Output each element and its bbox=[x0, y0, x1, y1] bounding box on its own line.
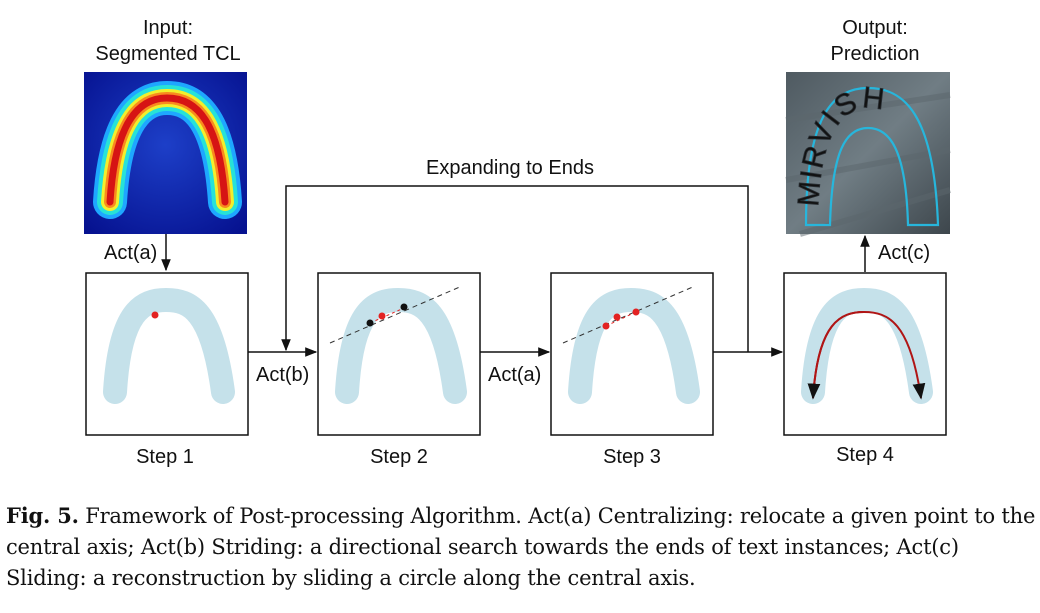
step-2-label: Step 2 bbox=[370, 446, 428, 468]
act-a-label-top: Act(a) bbox=[104, 242, 157, 264]
caption-figure-number: Fig. 5. bbox=[6, 503, 79, 528]
step-2-center-point bbox=[378, 312, 386, 320]
output-prediction-image: MIRVISH bbox=[785, 72, 951, 237]
step-2-edge-point-left bbox=[366, 319, 374, 327]
step-2-tcl-region bbox=[335, 287, 467, 404]
step-4-label: Step 4 bbox=[836, 444, 894, 466]
output-title-line1: Output: bbox=[842, 17, 908, 39]
figure-caption: Fig. 5. Framework of Post-processing Alg… bbox=[6, 500, 1036, 594]
step-3-point-c bbox=[632, 308, 640, 316]
step-4-tcl-region bbox=[801, 287, 933, 404]
step-3-point-a bbox=[602, 322, 610, 330]
segmented-tcl-heatmap bbox=[84, 72, 247, 234]
step-3-point-b bbox=[613, 313, 621, 321]
step-3-tcl-region bbox=[568, 287, 700, 404]
framework-diagram: Input: Segmented TCL Act(a) Act(b) Act(a… bbox=[84, 17, 951, 468]
step-2-direction-line bbox=[329, 285, 463, 344]
act-a-label-mid: Act(a) bbox=[488, 364, 541, 386]
step-3-label: Step 3 bbox=[603, 446, 661, 468]
step-2-edge-point-right bbox=[400, 303, 408, 311]
prediction-outline bbox=[804, 86, 940, 227]
step-1-start-point bbox=[151, 311, 159, 319]
input-title-line2: Segmented TCL bbox=[95, 43, 240, 65]
step-1-tcl-region bbox=[103, 287, 235, 404]
expanding-loop-arrow bbox=[281, 185, 749, 352]
input-title-line1: Input: bbox=[143, 17, 193, 39]
step-1-label: Step 1 bbox=[136, 446, 194, 468]
output-title-line2: Prediction bbox=[831, 43, 920, 65]
caption-text: Framework of Post-processing Algorithm. … bbox=[6, 504, 1036, 590]
act-b-label: Act(b) bbox=[256, 364, 309, 386]
expanding-to-ends-label: Expanding to Ends bbox=[426, 157, 594, 179]
act-c-label: Act(c) bbox=[878, 242, 930, 264]
step-3-direction-line bbox=[562, 285, 696, 344]
